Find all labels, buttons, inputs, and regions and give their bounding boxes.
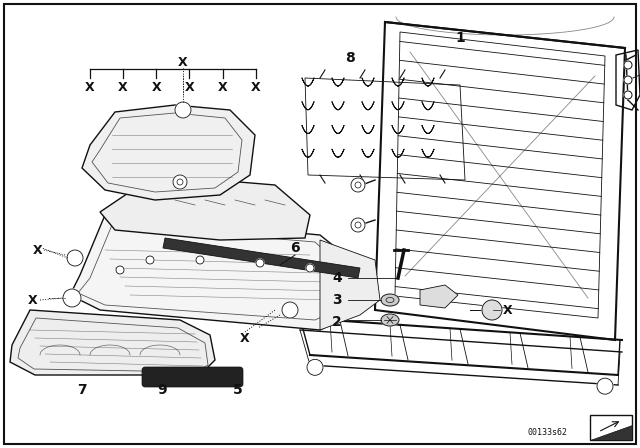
Polygon shape xyxy=(590,425,632,440)
Circle shape xyxy=(256,259,264,267)
Text: 00133s62: 00133s62 xyxy=(528,427,568,436)
Text: 8: 8 xyxy=(345,51,355,65)
Text: X: X xyxy=(118,81,128,94)
Polygon shape xyxy=(320,240,380,330)
Polygon shape xyxy=(10,310,215,375)
Text: X: X xyxy=(84,81,95,94)
Polygon shape xyxy=(82,105,255,200)
Text: 4: 4 xyxy=(332,271,342,285)
Text: 3: 3 xyxy=(332,293,342,307)
Circle shape xyxy=(196,256,204,264)
Bar xyxy=(590,415,632,440)
Text: X: X xyxy=(178,56,188,69)
Circle shape xyxy=(175,102,191,118)
Circle shape xyxy=(173,175,187,189)
Circle shape xyxy=(351,178,365,192)
Text: 2: 2 xyxy=(332,315,342,329)
Polygon shape xyxy=(100,175,310,240)
Circle shape xyxy=(597,378,613,394)
Text: 9: 9 xyxy=(157,383,167,397)
Text: X: X xyxy=(151,81,161,94)
Text: X: X xyxy=(28,293,38,306)
Text: X: X xyxy=(218,81,228,94)
Text: 6: 6 xyxy=(290,241,300,255)
Polygon shape xyxy=(163,238,360,278)
FancyBboxPatch shape xyxy=(142,367,243,387)
Circle shape xyxy=(306,264,314,272)
Circle shape xyxy=(63,289,81,307)
Text: 7: 7 xyxy=(77,383,87,397)
Text: X: X xyxy=(240,332,250,345)
Text: X: X xyxy=(33,244,43,257)
Circle shape xyxy=(116,266,124,274)
Circle shape xyxy=(282,302,298,318)
Circle shape xyxy=(624,61,632,69)
Circle shape xyxy=(307,359,323,375)
Ellipse shape xyxy=(381,294,399,306)
Circle shape xyxy=(624,76,632,84)
Polygon shape xyxy=(420,285,458,308)
Circle shape xyxy=(624,91,632,99)
Text: X: X xyxy=(251,81,261,94)
Text: 5: 5 xyxy=(233,383,243,397)
Circle shape xyxy=(146,256,154,264)
Text: 1: 1 xyxy=(455,31,465,45)
Text: X: X xyxy=(184,81,195,94)
Polygon shape xyxy=(70,215,370,330)
Circle shape xyxy=(351,218,365,232)
Ellipse shape xyxy=(381,314,399,326)
Text: X: X xyxy=(503,303,513,316)
Circle shape xyxy=(67,250,83,266)
Circle shape xyxy=(482,300,502,320)
